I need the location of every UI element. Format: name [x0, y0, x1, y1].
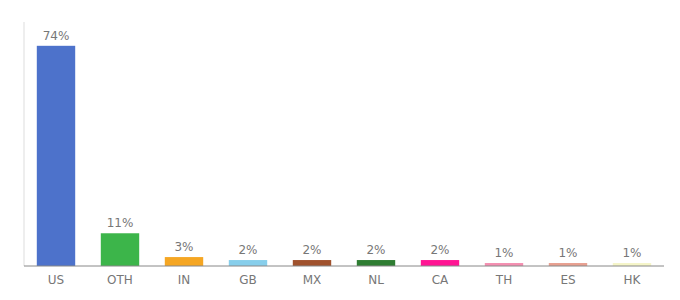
bars: [37, 46, 651, 266]
bar: [37, 46, 75, 266]
x-tick-label: TH: [495, 273, 512, 287]
data-label: 74%: [43, 29, 70, 43]
chart: US OTH IN GB MX NL CA TH ES HK 74% 11% 3% 2% 2% 2% 2% 1% 1…: [0, 0, 680, 300]
x-tick-label: CA: [432, 273, 449, 287]
x-tick-label: GB: [239, 273, 257, 287]
bar: [165, 257, 203, 266]
bar: [421, 260, 459, 266]
data-label: 2%: [366, 243, 385, 257]
chart-container: US OTH IN GB MX NL CA TH ES HK 74% 11% 3% 2% 2% 2% 2% 1% 1…: [0, 0, 680, 300]
bar: [101, 233, 139, 266]
x-axis-line: [24, 266, 664, 267]
y-axis-line: [24, 22, 25, 266]
bar: [357, 260, 395, 266]
data-label: 2%: [302, 243, 321, 257]
x-ticks: US OTH IN GB MX NL CA TH ES HK: [48, 273, 642, 287]
x-tick-label: US: [48, 273, 64, 287]
x-tick-label: IN: [178, 273, 191, 287]
data-label: 1%: [622, 246, 641, 260]
x-tick-label: OTH: [107, 273, 133, 287]
data-label: 1%: [558, 246, 577, 260]
bar: [229, 260, 267, 266]
x-tick-label: NL: [368, 273, 384, 287]
data-labels: 74% 11% 3% 2% 2% 2% 2% 1% 1% 1%: [43, 29, 642, 260]
x-tick-label: HK: [624, 273, 642, 287]
bar: [293, 260, 331, 266]
x-tick-label: MX: [303, 273, 322, 287]
data-label: 2%: [238, 243, 257, 257]
data-label: 1%: [494, 246, 513, 260]
data-label: 3%: [174, 240, 193, 254]
x-tick-label: ES: [560, 273, 575, 287]
data-label: 2%: [430, 243, 449, 257]
data-label: 11%: [107, 216, 134, 230]
